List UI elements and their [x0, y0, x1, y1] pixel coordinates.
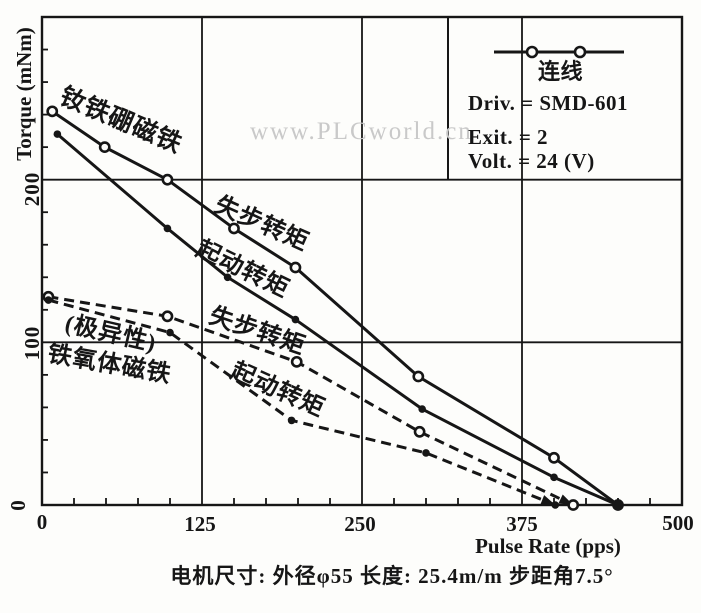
- y-axis-title: Torque (mNm): [11, 27, 36, 161]
- legend-driver: Driv. = SMD-601: [468, 91, 629, 115]
- motor-size-caption: 电机尺寸: 外径φ55 长度: 25.4m/m 步距角7.5°: [170, 564, 614, 588]
- legend-voltage: Volt. = 24 (V): [468, 149, 595, 173]
- x-tick-0: 0: [36, 510, 48, 534]
- y-tick-200: 200: [19, 171, 44, 207]
- watermark: www.PLCworld.cn: [250, 118, 473, 145]
- x-tick-500: 500: [662, 511, 694, 535]
- legend-exit: Exit. = 2: [468, 125, 549, 149]
- x-tick-125: 125: [184, 512, 216, 536]
- x-tick-250: 250: [344, 512, 376, 536]
- legend-title: 连线: [538, 59, 584, 84]
- y-tick-100: 100: [19, 325, 44, 361]
- x-axis-title: Pulse Rate (pps): [475, 534, 621, 558]
- x-tick-375: 375: [506, 512, 538, 536]
